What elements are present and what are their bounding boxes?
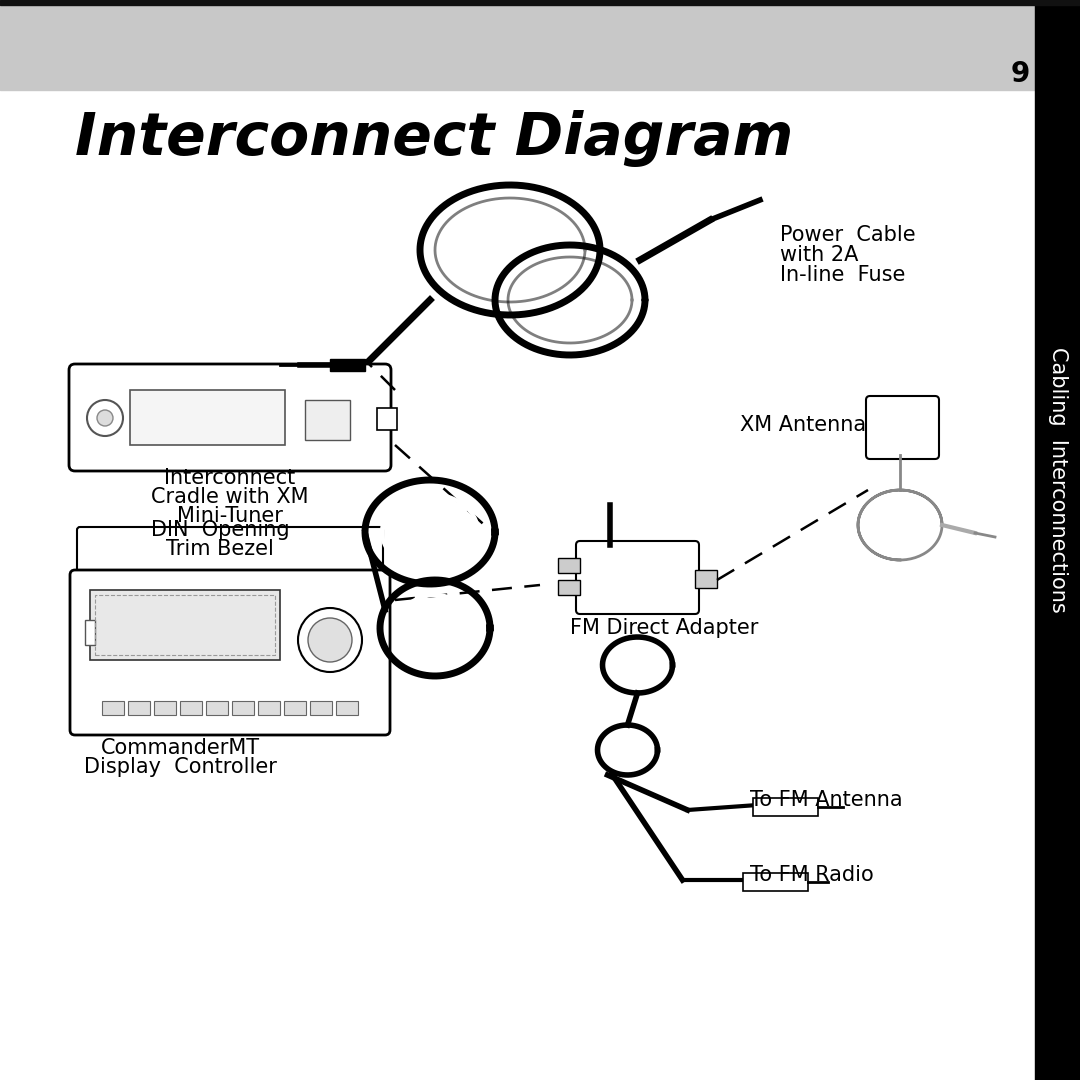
Bar: [330, 359, 365, 372]
Bar: [0, 0, 1080, 5]
Bar: [1035, 0, 1080, 1080]
Bar: [90, 590, 280, 660]
Circle shape: [308, 618, 352, 662]
Bar: [180, 701, 202, 715]
FancyBboxPatch shape: [866, 396, 939, 459]
Text: To FM Antenna: To FM Antenna: [750, 789, 903, 810]
Bar: [743, 873, 808, 891]
Bar: [130, 390, 285, 445]
FancyBboxPatch shape: [70, 570, 390, 735]
Text: Display  Controller: Display Controller: [83, 757, 276, 777]
Bar: [284, 701, 306, 715]
Text: FM Direct Adapter: FM Direct Adapter: [570, 618, 758, 638]
Bar: [102, 701, 124, 715]
Bar: [206, 701, 228, 715]
Text: DIN  Opening: DIN Opening: [151, 519, 289, 540]
Text: Power  Cable: Power Cable: [780, 225, 916, 245]
Bar: [95, 595, 275, 654]
Text: Mini-Tuner: Mini-Tuner: [177, 507, 283, 526]
Text: Interconnect Diagram: Interconnect Diagram: [75, 110, 794, 167]
Text: Cradle with XM: Cradle with XM: [151, 487, 309, 507]
Circle shape: [87, 400, 123, 436]
Bar: [377, 408, 397, 430]
FancyBboxPatch shape: [69, 364, 391, 471]
Bar: [258, 701, 280, 715]
Circle shape: [298, 608, 362, 672]
Text: To FM Radio: To FM Radio: [750, 865, 874, 885]
Bar: [305, 400, 350, 440]
Circle shape: [97, 410, 113, 426]
Text: XM Antenna: XM Antenna: [740, 415, 866, 435]
Text: Interconnect: Interconnect: [164, 468, 296, 488]
Text: with 2A: with 2A: [780, 245, 859, 265]
Bar: [232, 701, 254, 715]
Text: 9: 9: [1011, 60, 1030, 87]
Bar: [753, 798, 818, 816]
Bar: [0, 0, 1035, 90]
Text: CommanderMT: CommanderMT: [100, 738, 259, 758]
Text: Cabling  Interconnections: Cabling Interconnections: [1048, 347, 1068, 612]
FancyBboxPatch shape: [77, 527, 383, 578]
Bar: [85, 620, 95, 645]
Bar: [558, 558, 580, 573]
Bar: [558, 580, 580, 595]
Bar: [310, 701, 332, 715]
Bar: [696, 570, 717, 588]
Text: In-line  Fuse: In-line Fuse: [780, 265, 905, 285]
FancyBboxPatch shape: [576, 541, 699, 615]
Bar: [336, 701, 357, 715]
Bar: [154, 701, 176, 715]
Bar: [129, 701, 150, 715]
Text: Trim Bezel: Trim Bezel: [166, 539, 274, 559]
